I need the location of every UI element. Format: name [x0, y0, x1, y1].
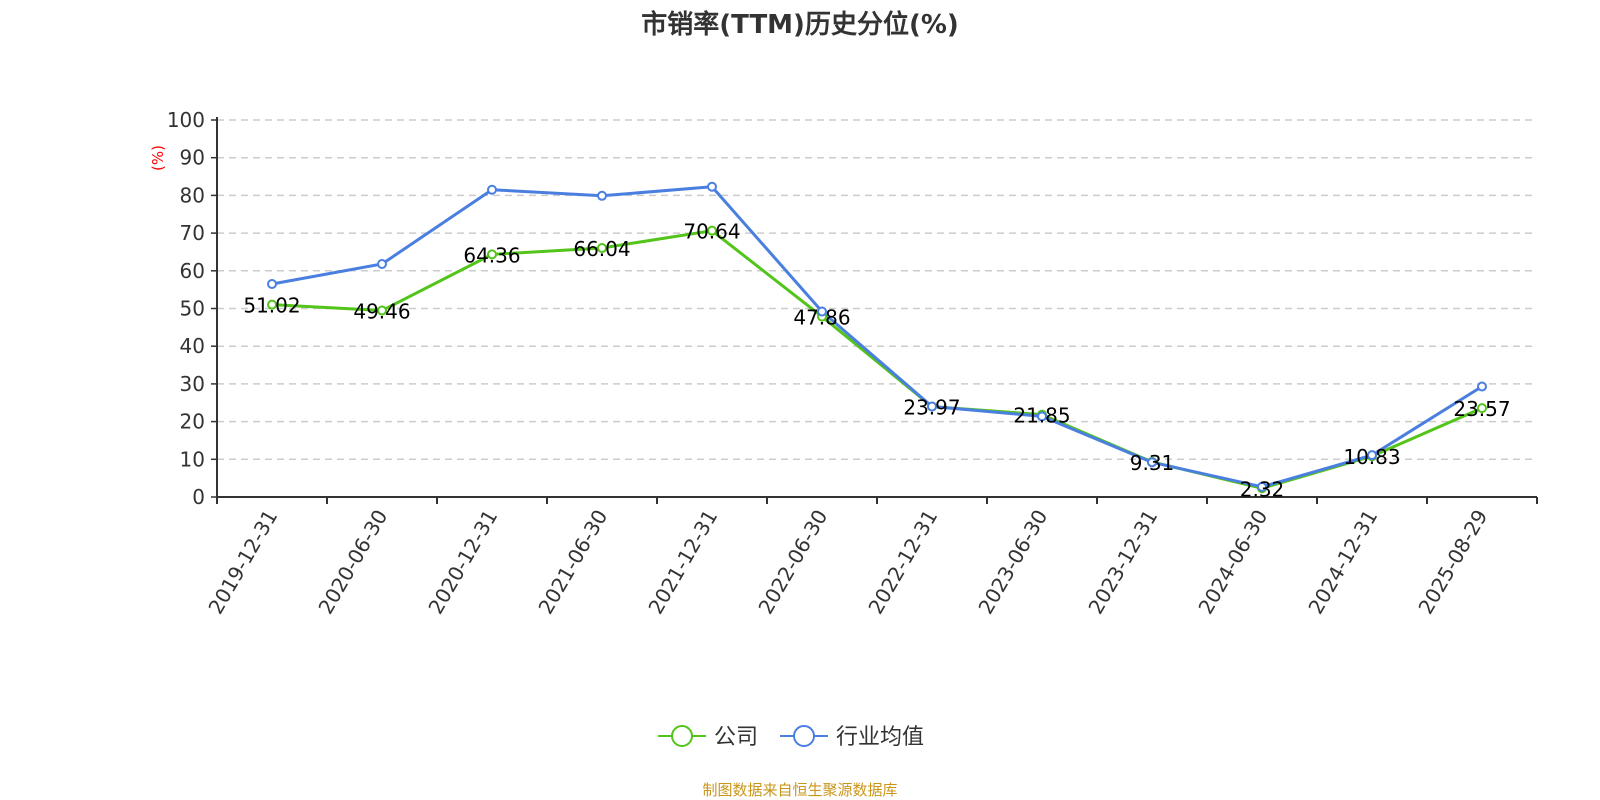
x-tick-label: 2020-12-31 [423, 506, 502, 619]
legend-item-1[interactable]: 行业均值 [780, 725, 924, 750]
data-point [1037, 411, 1047, 422]
x-tick-label: 2024-12-31 [1303, 506, 1382, 619]
y-tick-label: 60 [180, 259, 205, 283]
x-tick-label: 2023-06-30 [973, 506, 1052, 619]
data-point [487, 184, 497, 195]
data-point [707, 181, 717, 192]
data-point [1477, 403, 1487, 414]
y-tick-label: 100 [167, 108, 205, 132]
chart-title: 市销率(TTM)历史分位(%) [641, 9, 959, 40]
x-tick-label: 2022-12-31 [863, 506, 942, 619]
data-label: 49.46 [353, 300, 410, 324]
y-tick-label: 50 [180, 297, 205, 321]
data-label: 47.86 [793, 306, 850, 330]
data-point [1367, 450, 1377, 461]
x-tick-label: 2024-06-30 [1193, 506, 1272, 619]
data-point [267, 278, 277, 289]
data-point [1477, 381, 1487, 392]
data-label: 64.36 [463, 243, 520, 267]
data-label: 23.57 [1453, 397, 1510, 421]
legend-item-0[interactable]: 公司 [658, 725, 758, 750]
x-tick-label: 2020-06-30 [313, 506, 392, 619]
x-tick-label: 2021-12-31 [643, 506, 722, 619]
legend-label: 行业均值 [836, 725, 924, 750]
data-point [267, 299, 277, 310]
y-axis-label: (%) [149, 145, 167, 171]
legend-marker [671, 725, 693, 747]
y-tick-label: 20 [180, 410, 205, 434]
data-point [377, 305, 387, 316]
series-line-1 [271, 185, 1483, 489]
y-tick-label: 90 [180, 146, 205, 170]
y-tick-label: 30 [180, 372, 205, 396]
data-point [817, 306, 827, 317]
x-tick-label: 2023-12-31 [1083, 506, 1162, 619]
y-tick-label: 0 [192, 485, 205, 509]
legend-label: 公司 [714, 725, 758, 750]
data-point [1147, 457, 1157, 468]
data-label: 23.97 [903, 396, 960, 420]
y-tick-label: 80 [180, 183, 205, 207]
data-label: 10.83 [1343, 445, 1400, 469]
x-tick-label: 2019-12-31 [203, 506, 282, 619]
data-label: 70.64 [683, 220, 740, 244]
x-tick-label: 2025-08-29 [1413, 506, 1492, 619]
data-label: 2.32 [1240, 477, 1285, 501]
y-tick-label: 40 [180, 334, 205, 358]
x-tick-label: 2021-06-30 [533, 506, 612, 619]
data-point [927, 401, 937, 412]
data-point [487, 249, 497, 260]
data-label: 21.85 [1013, 404, 1070, 428]
data-point [597, 243, 607, 254]
data-point [597, 190, 607, 201]
data-point [1257, 481, 1267, 492]
data-label: 51.02 [243, 294, 300, 318]
data-label: 9.31 [1130, 451, 1175, 475]
y-tick-label: 70 [180, 221, 205, 245]
legend-marker [793, 725, 816, 747]
data-label: 66.04 [573, 237, 630, 261]
data-point [707, 225, 717, 236]
data-point [377, 259, 387, 270]
source-note: 制图数据来自恒生聚源数据库 [702, 781, 897, 799]
x-tick-label: 2022-06-30 [753, 506, 832, 619]
y-tick-label: 10 [180, 447, 205, 471]
